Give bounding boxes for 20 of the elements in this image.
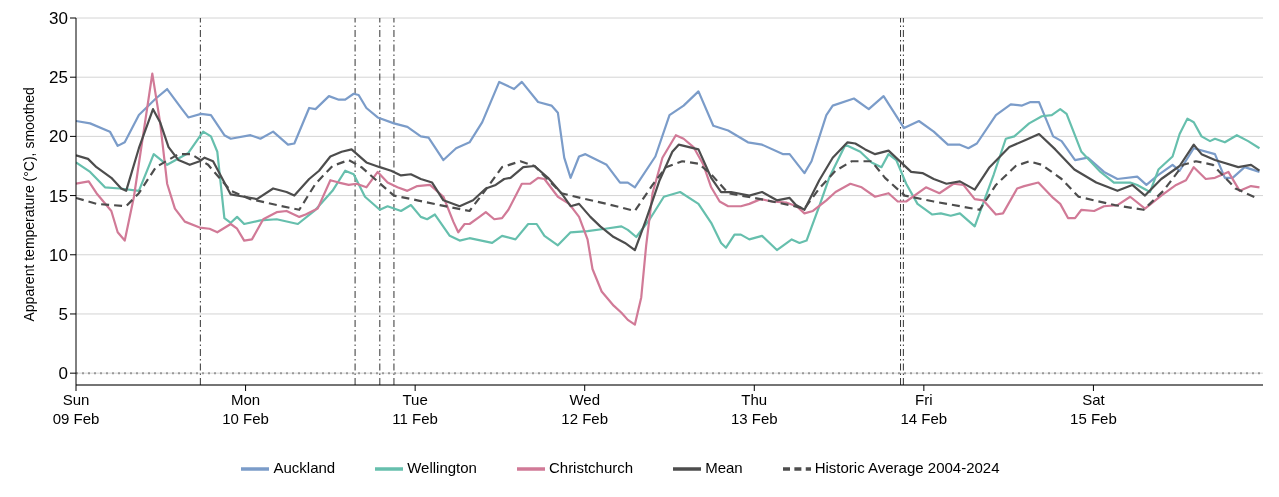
x-tick-label: Sat 15 Feb bbox=[1070, 391, 1117, 427]
legend-label: Christchurch bbox=[548, 458, 634, 476]
x-tick-label: Thu 13 Feb bbox=[730, 391, 778, 427]
y-tick-label: 10 bbox=[49, 245, 68, 265]
y-axis-title: Apparent temperature (°C), smoothed bbox=[20, 87, 37, 322]
x-tick-label: Mon 10 Feb bbox=[222, 391, 269, 427]
legend-label: Historic Average 2004-2024 bbox=[814, 458, 1000, 476]
legend-label: Wellington bbox=[407, 458, 477, 476]
y-tick-label: 0 bbox=[58, 364, 68, 384]
y-tick-label: 30 bbox=[49, 9, 68, 29]
y-tick-label: 25 bbox=[49, 68, 68, 88]
x-tick-label: Sun 09 Feb bbox=[52, 391, 100, 427]
legend-label: Mean bbox=[705, 458, 743, 476]
legend-label: Auckland bbox=[273, 458, 336, 476]
y-tick-label: 20 bbox=[49, 127, 68, 147]
y-tick-label: 5 bbox=[58, 305, 68, 324]
x-tick-label: Fri 14 Feb bbox=[900, 391, 948, 427]
x-tick-label: Wed 12 Feb bbox=[561, 391, 609, 427]
y-tick-label: 15 bbox=[49, 186, 68, 206]
x-tick-label: Tue 11 Feb bbox=[392, 391, 438, 427]
